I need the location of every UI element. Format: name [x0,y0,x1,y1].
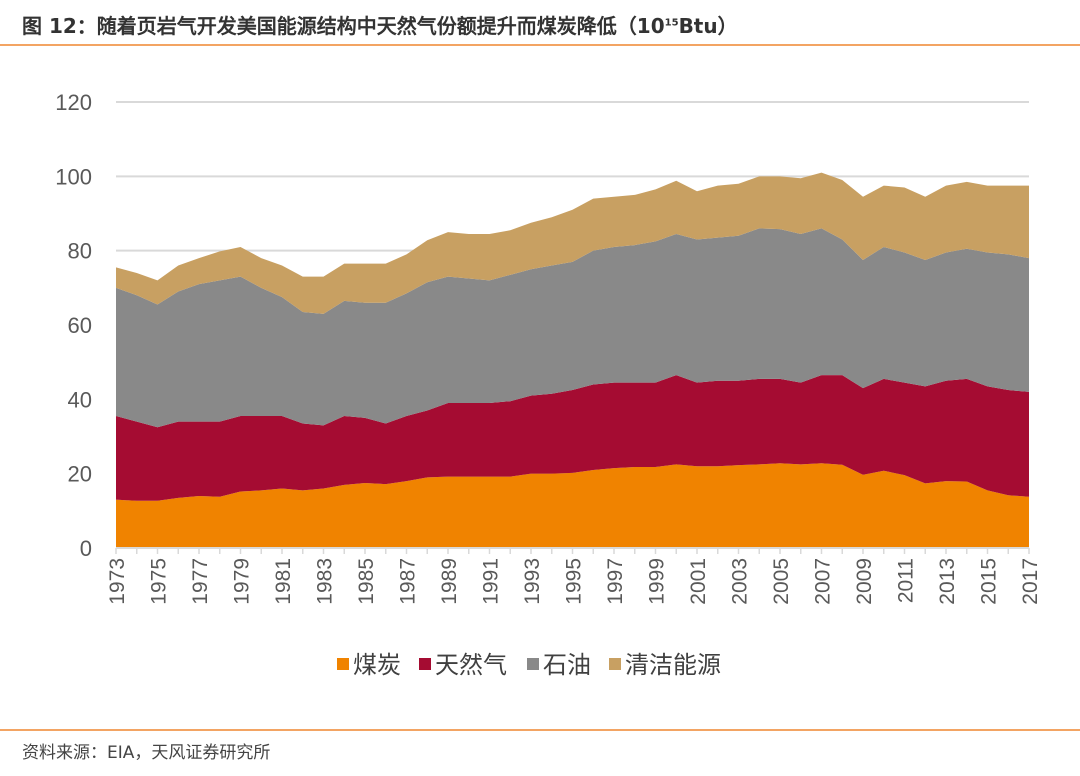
x-tick-label: 1977 [189,558,212,605]
x-tick-label: 2017 [1019,558,1042,605]
area-series-3 [116,228,1029,428]
x-tick-label: 2007 [812,558,835,605]
x-tick-label: 2005 [770,558,793,605]
area-series-4 [116,172,1029,314]
x-tick-label: 1989 [438,558,461,605]
title-divider [0,44,1080,46]
x-tick-label: 1987 [397,558,420,605]
y-tick-label: 100 [55,164,92,189]
y-tick-label: 60 [68,313,92,338]
legend-swatch [609,658,621,670]
legend-label: 煤炭 [353,651,401,679]
area-series-1 [116,463,1029,548]
legend-label: 天然气 [435,651,507,679]
legend-label: 清洁能源 [625,651,721,679]
title-unit: Btu） [678,14,738,38]
x-tick-label: 1993 [521,558,544,605]
x-tick-label: 1997 [604,558,627,605]
x-tick-label: 1975 [148,558,171,605]
title-text: 图 12：随着页岩气开发美国能源结构中天然气份额提升而煤炭降低（10 [22,14,665,38]
x-tick-label: 1999 [646,558,669,605]
x-tick-label: 2003 [729,558,752,605]
x-tick-label: 2015 [978,558,1001,605]
x-tick-label: 1995 [563,558,586,605]
chart-title: 图 12：随着页岩气开发美国能源结构中天然气份额提升而煤炭降低（1015Btu） [22,10,738,39]
x-tick-label: 2011 [895,558,918,603]
y-tick-label: 0 [80,536,92,561]
area-series-2 [116,375,1029,501]
legend-swatch [337,658,349,670]
y-tick-label: 40 [68,387,92,412]
x-tick-label: 2013 [936,558,959,605]
x-tick-label: 1985 [355,558,378,605]
x-tick-label: 1983 [314,558,337,605]
x-tick-label: 1979 [231,558,254,605]
legend-swatch [527,658,539,670]
source-note: 资料来源：EIA，天风证券研究所 [22,743,271,763]
x-tick-label: 1981 [272,558,295,605]
title-superscript: 15 [664,17,679,29]
x-tick-label: 2009 [853,558,876,605]
legend-swatch [419,658,431,670]
y-tick-label: 80 [68,239,92,264]
y-tick-label: 20 [68,462,92,487]
y-tick-label: 120 [55,90,92,115]
x-tick-label: 2001 [687,558,710,605]
x-tick-label: 1973 [106,558,129,605]
x-tick-label: 1991 [480,558,503,605]
legend-label: 石油 [543,651,591,679]
footer-divider [0,729,1080,731]
